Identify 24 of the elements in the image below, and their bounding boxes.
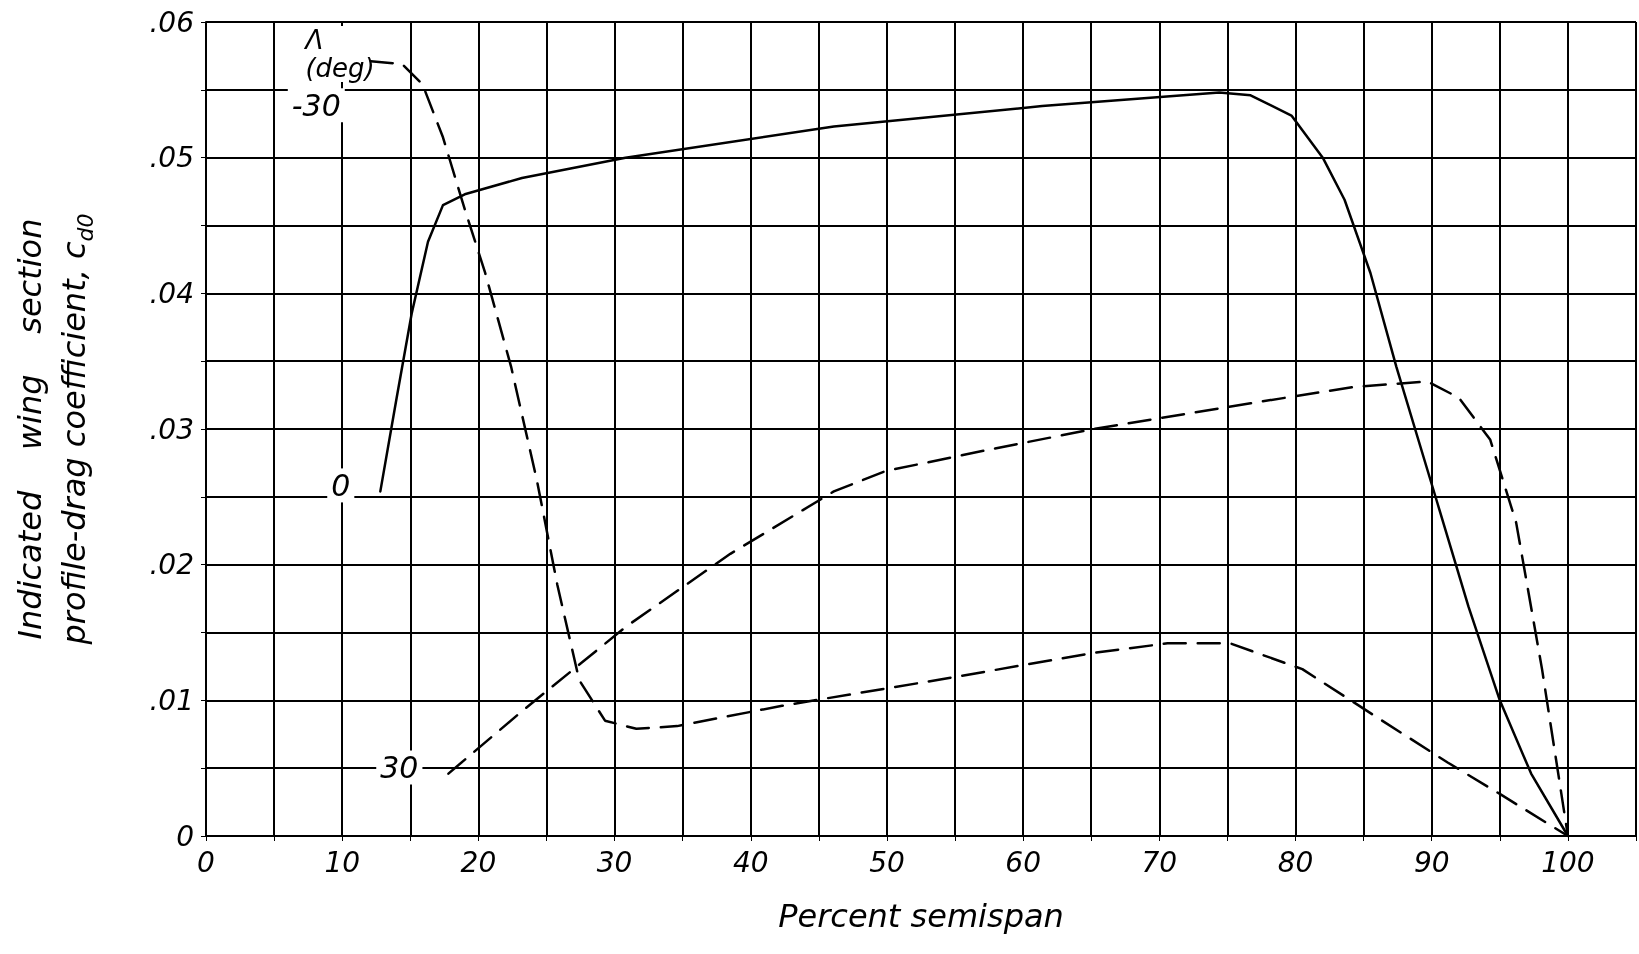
- x-tick-label: 50: [869, 845, 905, 879]
- legend-title: Λ (deg): [303, 25, 375, 83]
- x-axis-title: Percent semispan: [778, 897, 1064, 935]
- y-tick-label: .03: [149, 412, 194, 446]
- x-tick-label: 20: [460, 845, 497, 879]
- series-label: 0: [331, 467, 351, 503]
- series-label: 30: [380, 750, 419, 786]
- x-tick-label: 70: [1141, 845, 1178, 879]
- x-tick-label: 60: [1005, 845, 1041, 879]
- y-tick-label: .06: [149, 5, 194, 39]
- y-tick-label: .04: [149, 276, 194, 310]
- x-tick-label: 10: [324, 845, 361, 879]
- x-tick-label: 100: [1541, 845, 1595, 879]
- series-label: -30: [291, 87, 341, 123]
- x-tick-label: 30: [596, 845, 633, 879]
- x-tick-label: 40: [732, 845, 769, 879]
- y-tick-label: .02: [149, 548, 194, 582]
- x-tick-label: 90: [1413, 845, 1450, 879]
- y-tick-label: 0: [176, 819, 194, 853]
- x-tick-label: 0: [197, 845, 215, 879]
- y-axis-title: Indicated wing section profile-drag coefficient, cd0: [11, 213, 98, 646]
- x-tick-label: 80: [1277, 845, 1314, 879]
- y-tick-label: .01: [149, 683, 194, 717]
- y-tick-label: .05: [149, 141, 194, 175]
